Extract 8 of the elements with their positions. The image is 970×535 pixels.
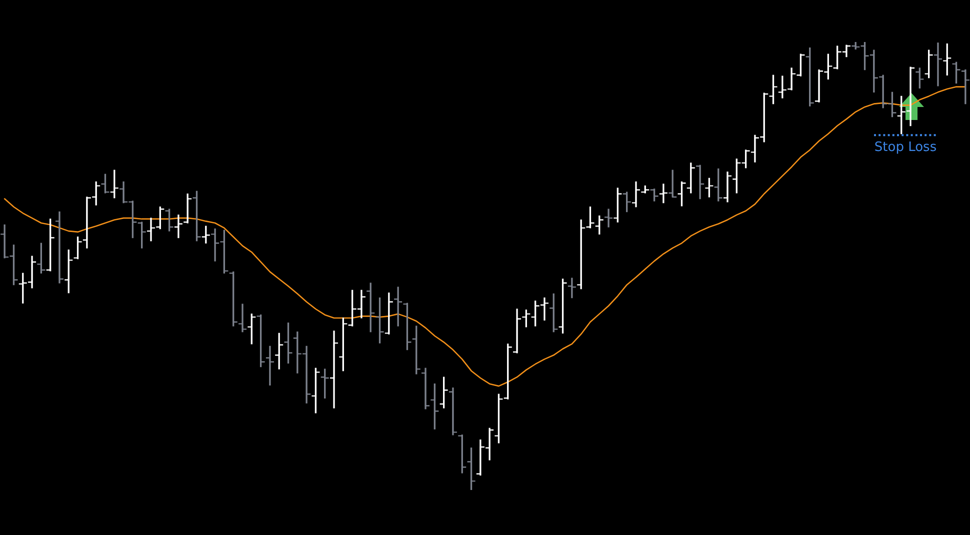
candlestick (211, 228, 220, 262)
candlestick (604, 208, 613, 228)
candlestick (394, 286, 402, 326)
candlestick (540, 297, 548, 321)
candlestick (266, 346, 274, 386)
ref-line-label: Stop Loss (874, 140, 937, 156)
candlestick (568, 278, 576, 298)
candlestick (238, 304, 246, 332)
